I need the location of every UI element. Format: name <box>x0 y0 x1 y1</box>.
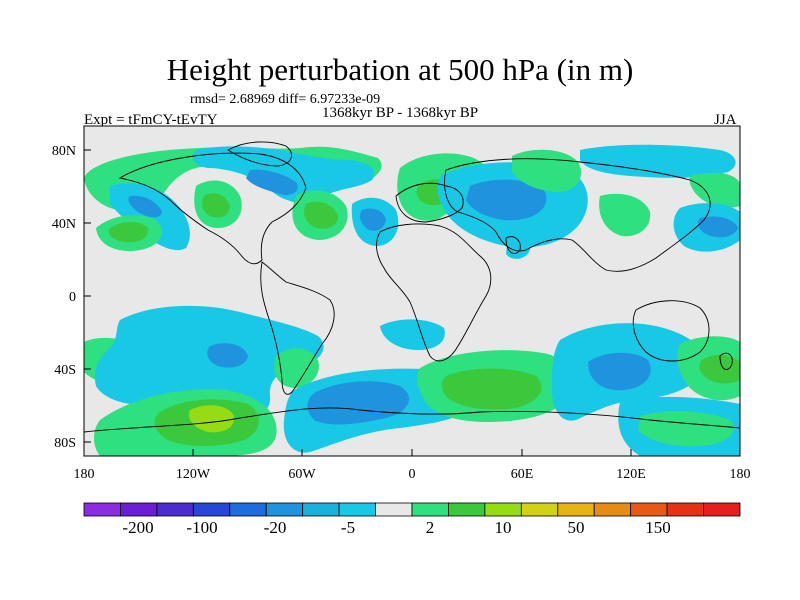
field-region <box>588 352 651 391</box>
field-region <box>699 354 740 384</box>
colorbar-swatch <box>83 502 121 517</box>
map-title: Height perturbation at 500 hPa (in m) <box>166 52 634 87</box>
colorbar-label: -5 <box>341 518 355 537</box>
field-region <box>304 201 338 229</box>
colorbar-label: 50 <box>568 518 585 537</box>
colorbar-swatch <box>302 502 340 517</box>
coastlines <box>84 141 740 433</box>
lat-labels: 80N 40N 0 40S 80S <box>52 144 76 451</box>
coastline-australia <box>632 300 710 362</box>
colorbar-swatch <box>192 502 231 517</box>
lon-label: 120W <box>176 467 211 482</box>
colorbar-swatch <box>703 502 741 517</box>
field-region <box>246 169 298 196</box>
lat-label: 0 <box>69 290 76 305</box>
stats-label: rmsd= 2.68969 diff= 6.97233e-09 <box>190 92 381 107</box>
colorbar-swatch <box>484 502 522 517</box>
field-region <box>359 208 386 231</box>
field-region <box>380 319 445 350</box>
field-region <box>94 305 324 416</box>
period-label: 1368kyr BP - 1368kyr BP <box>322 105 479 121</box>
field-region <box>466 179 547 221</box>
colorbar-label: 2 <box>426 518 435 537</box>
field-region <box>689 172 740 208</box>
colorbar-label: -100 <box>186 518 217 537</box>
colorbar-swatch <box>411 502 449 517</box>
colorbar-swatch <box>229 502 267 517</box>
colorbar-swatch <box>593 502 632 517</box>
coastline-south-america <box>260 261 335 395</box>
lon-label: 60W <box>288 467 316 482</box>
field-region <box>599 193 651 237</box>
coastline-antarctica <box>84 407 740 433</box>
colorbar-swatch <box>557 502 595 517</box>
field-region <box>192 146 375 203</box>
field-region <box>441 368 542 410</box>
colorbar-swatch <box>338 502 376 517</box>
colorbar-swatch <box>120 502 158 517</box>
lat-label: 40S <box>54 363 76 378</box>
colorbar-swatch <box>156 502 194 517</box>
field-region <box>580 144 736 178</box>
lon-label: 60E <box>511 467 534 482</box>
field-region <box>274 348 319 388</box>
field-region <box>638 411 734 447</box>
field-region <box>202 193 230 218</box>
field-region <box>698 216 738 238</box>
lat-label: 80N <box>52 144 76 159</box>
field-region <box>188 405 235 433</box>
colorbar-swatch <box>666 502 704 517</box>
lon-label: 120E <box>616 467 646 482</box>
lon-label: 0 <box>409 467 416 482</box>
lon-labels: 180 120W 60W 0 60E 120E 180 <box>74 467 751 482</box>
map-panel <box>84 126 740 456</box>
colorbar-swatch <box>448 502 486 517</box>
field-region <box>128 195 162 218</box>
coastline-greenland <box>227 141 292 167</box>
colorbar-label: -20 <box>264 518 287 537</box>
field-region <box>307 381 409 425</box>
lat-label: 80S <box>54 436 76 451</box>
coastline-europe <box>395 182 464 223</box>
field-region <box>207 343 248 368</box>
lon-label: 180 <box>730 467 751 482</box>
coastline-new-zealand <box>719 352 733 370</box>
lon-label: 180 <box>74 467 95 482</box>
colorbar-swatch <box>520 502 559 517</box>
coastline-asia <box>444 158 711 272</box>
colorbar-swatch <box>375 502 413 517</box>
experiment-label: Expt = tFmCY-tEvTY <box>84 112 218 128</box>
season-label: JJA <box>714 112 737 128</box>
colorbar-label: 150 <box>645 518 671 537</box>
colorbar-label: 10 <box>495 518 512 537</box>
colorbar-swatch <box>630 502 668 517</box>
axis-ticks <box>83 149 741 456</box>
field-region <box>108 222 149 243</box>
south-hemisphere-field <box>84 305 740 456</box>
coastline-arabia <box>505 236 521 254</box>
lat-label: 40N <box>52 217 76 232</box>
colorbar-swatch <box>265 502 304 517</box>
coastline-africa <box>376 223 492 362</box>
coastline-north-america <box>118 152 307 265</box>
colorbar-label: -200 <box>122 518 153 537</box>
colorbar <box>83 502 741 517</box>
colorbar-labels: -200 -100 -20 -5 2 10 50 150 <box>122 518 670 537</box>
